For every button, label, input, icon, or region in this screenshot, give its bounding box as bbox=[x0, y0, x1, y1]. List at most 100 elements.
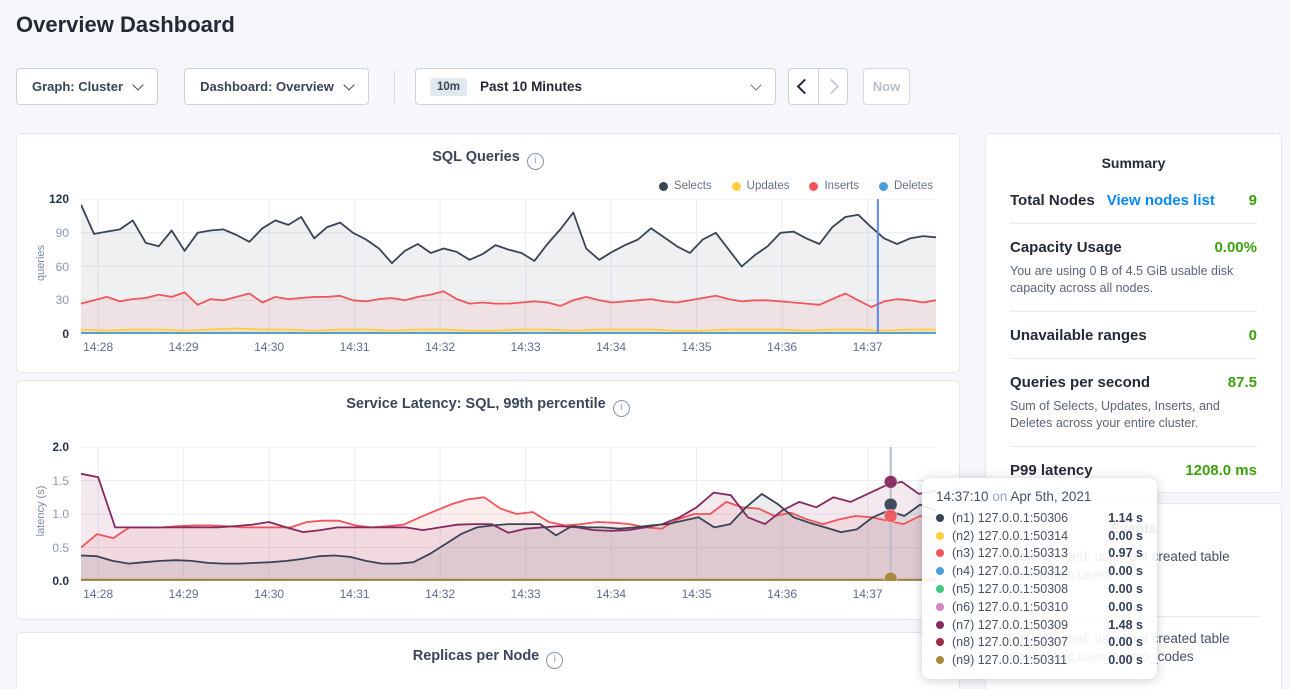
prev-time-button[interactable] bbox=[789, 69, 818, 104]
page-title: Overview Dashboard bbox=[16, 12, 235, 37]
info-icon[interactable]: i bbox=[546, 652, 564, 669]
summary-title: Summary bbox=[1101, 155, 1166, 171]
y-tick-label: 2.0 bbox=[52, 440, 69, 454]
chevron-right-icon bbox=[823, 78, 840, 95]
time-range-badge: 10m bbox=[430, 77, 468, 96]
y-tick-label: 0 bbox=[62, 327, 69, 341]
summary-value: 1208.0 ms bbox=[1185, 462, 1257, 479]
tooltip-node-value: 0.97 s bbox=[1108, 546, 1143, 561]
tooltip-timestamp: 14:37:10 on Apr 5th, 2021 bbox=[936, 489, 1143, 504]
y-tick-label: 30 bbox=[55, 293, 69, 308]
x-tick-label: 14:36 bbox=[767, 587, 798, 601]
graph-dropdown[interactable]: Graph: Cluster bbox=[16, 68, 158, 105]
time-step-buttons bbox=[788, 68, 848, 105]
y-axis-labels: 0.0 0.5 1.0 1.5 2.0 bbox=[37, 440, 77, 588]
toolbar-divider bbox=[394, 70, 395, 103]
y-tick-label: 0.0 bbox=[52, 574, 69, 588]
x-tick-label: 14:36 bbox=[767, 340, 798, 354]
info-icon[interactable]: i bbox=[526, 153, 544, 170]
series-dot-icon bbox=[936, 656, 944, 665]
tooltip-row: (n8) 127.0.0.1:50307 0.00 s bbox=[936, 634, 1143, 652]
sql-legend: Selects Updates Inserts Deletes bbox=[658, 180, 933, 192]
tooltip-node-label: (n8) 127.0.0.1:50307 bbox=[952, 635, 1069, 650]
tooltip-time: 14:37:10 bbox=[936, 489, 989, 504]
chart-title: Replicas per Node i bbox=[17, 648, 959, 669]
x-tick-label: 14:28 bbox=[83, 587, 114, 601]
summary-label: Queries per second bbox=[1010, 374, 1151, 391]
tooltip-row: (n4) 127.0.0.1:50312 0.00 s bbox=[936, 562, 1143, 580]
tooltip-row: (n2) 127.0.0.1:50314 0.00 s bbox=[936, 527, 1143, 545]
y-tick-label: 60 bbox=[55, 259, 69, 274]
tooltip-node-value: 0.00 s bbox=[1108, 599, 1143, 614]
series-dot-icon bbox=[936, 513, 944, 522]
x-tick-label: 14:33 bbox=[510, 340, 541, 354]
tooltip-node-value: 0.00 s bbox=[1108, 564, 1143, 579]
tooltip-date: Apr 5th, 2021 bbox=[1010, 489, 1092, 504]
legend-label: Updates bbox=[746, 180, 790, 192]
tooltip-node-value: 0.00 s bbox=[1108, 635, 1143, 650]
legend-label: Deletes bbox=[894, 180, 933, 192]
view-nodes-list-link[interactable]: View nodes list bbox=[1106, 192, 1215, 209]
sql-queries-card: SQL Queries i Selects Updates Inserts Delete… bbox=[16, 133, 960, 373]
tooltip-node-value: 0.00 s bbox=[1108, 582, 1143, 597]
series-dot-icon bbox=[936, 567, 944, 576]
x-axis-labels: 14:28 14:29 14:30 14:31 14:32 14:33 14:34 14:35… bbox=[81, 340, 936, 356]
tooltip-row: (n6) 127.0.0.1:50310 0.00 s bbox=[936, 598, 1143, 616]
x-tick-label: 14:34 bbox=[596, 340, 627, 354]
summary-row-unavailable-ranges: Unavailable ranges 0 bbox=[1010, 312, 1257, 359]
time-range-label: Past 10 Minutes bbox=[480, 79, 583, 94]
dashboard-dropdown-label: Dashboard: Overview bbox=[200, 79, 334, 94]
legend-dot-icon bbox=[658, 181, 668, 191]
chart-title: Service Latency: SQL, 99th percentile i bbox=[17, 396, 959, 417]
now-button[interactable]: Now bbox=[863, 68, 910, 105]
tooltip-node-label: (n5) 127.0.0.1:50308 bbox=[952, 582, 1069, 597]
x-tick-label: 14:29 bbox=[168, 587, 199, 601]
legend-dot-icon bbox=[809, 181, 819, 191]
tooltip-node-value: 1.48 s bbox=[1108, 617, 1143, 632]
y-tick-label: 0.5 bbox=[52, 540, 69, 555]
summary-label: Capacity Usage bbox=[1010, 239, 1122, 256]
dashboard-dropdown[interactable]: Dashboard: Overview bbox=[184, 68, 369, 105]
tooltip-node-label: (n6) 127.0.0.1:50310 bbox=[952, 599, 1069, 614]
tooltip-node-label: (n2) 127.0.0.1:50314 bbox=[952, 528, 1069, 543]
series-dot-icon bbox=[936, 585, 944, 594]
tooltip-row: (n9) 127.0.0.1:50311 0.00 s bbox=[936, 651, 1143, 669]
series-dot-icon bbox=[936, 549, 944, 558]
tooltip-row: (n7) 127.0.0.1:50309 1.48 s bbox=[936, 616, 1143, 634]
sql-queries-title: SQL Queries bbox=[432, 149, 520, 165]
replicas-per-node-card: Replicas per Node i bbox=[16, 632, 960, 689]
x-tick-label: 14:30 bbox=[254, 340, 285, 354]
x-tick-label: 14:32 bbox=[425, 587, 456, 601]
x-tick-label: 14:37 bbox=[852, 587, 883, 601]
tooltip-node-value: 0.00 s bbox=[1108, 653, 1143, 668]
summary-label: P99 latency bbox=[1010, 462, 1093, 479]
info-icon[interactable]: i bbox=[612, 400, 630, 417]
summary-row-total-nodes: Total Nodes View nodes list 9 bbox=[1010, 177, 1257, 224]
legend-label: Selects bbox=[673, 180, 712, 192]
tooltip-node-value: 1.14 s bbox=[1108, 510, 1143, 525]
time-range-picker[interactable]: 10m Past 10 Minutes bbox=[415, 68, 776, 105]
summary-value: 87.5 bbox=[1227, 374, 1257, 391]
x-tick-label: 14:35 bbox=[681, 587, 712, 601]
service-latency-plot[interactable] bbox=[81, 447, 936, 581]
legend-dot-icon bbox=[731, 181, 741, 191]
summary-panel: Summary Total Nodes View nodes list 9 Ca… bbox=[985, 133, 1282, 493]
y-tick-label: 90 bbox=[55, 225, 69, 240]
tooltip-node-label: (n9) 127.0.0.1:50311 bbox=[952, 653, 1068, 668]
tooltip-node-value: 0.00 s bbox=[1108, 528, 1143, 543]
service-latency-title: Service Latency: SQL, 99th percentile bbox=[346, 396, 606, 412]
y-tick-label: 1.5 bbox=[52, 473, 69, 488]
summary-row-p99-latency: P99 latency 1208.0 ms bbox=[1010, 447, 1257, 493]
next-time-button[interactable] bbox=[817, 69, 848, 104]
chevron-down-icon bbox=[750, 79, 762, 91]
legend-item-deletes: Deletes bbox=[879, 180, 933, 192]
x-tick-label: 14:33 bbox=[510, 587, 541, 601]
sql-queries-plot[interactable] bbox=[81, 199, 936, 334]
series-dot-icon bbox=[936, 531, 944, 540]
tooltip-row: (n1) 127.0.0.1:50306 1.14 s bbox=[936, 509, 1143, 527]
x-tick-label: 14:29 bbox=[168, 340, 199, 354]
legend-label: Inserts bbox=[824, 180, 859, 192]
summary-description: You are using 0 B of 4.5 GiB usable disk… bbox=[1010, 264, 1234, 295]
chevron-down-icon bbox=[132, 78, 144, 91]
x-tick-label: 14:30 bbox=[254, 587, 285, 601]
